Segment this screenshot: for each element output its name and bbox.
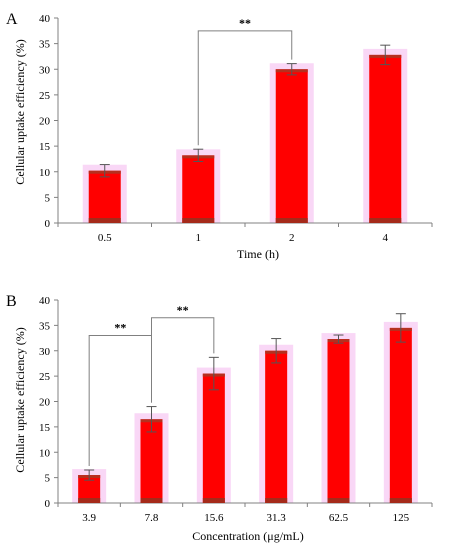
panel-b-x-axis-label: Concentration (μg/mL) (192, 529, 303, 543)
panel-a-glow-layer (82, 48, 408, 224)
bar-base (202, 498, 225, 503)
panel-a-x-ticks: 0.5 1 2 4 (57, 223, 433, 244)
significance-label: ** (114, 321, 126, 335)
x-tick-label: 125 (393, 512, 410, 524)
y-tick-label: 40 (39, 295, 51, 307)
significance-label: ** (177, 303, 189, 317)
panel-b-error-bars (84, 313, 406, 481)
bar (78, 475, 101, 503)
significance-bracket (151, 317, 215, 403)
x-tick-label: 31.3 (267, 512, 287, 524)
significance-bracket (197, 30, 293, 146)
bar-base (78, 498, 101, 503)
y-tick-label: 25 (39, 90, 51, 102)
bar-base (88, 218, 121, 223)
y-tick-label: 15 (39, 141, 51, 153)
y-tick-label: 35 (39, 39, 51, 51)
x-tick-label: 7.8 (145, 512, 159, 524)
y-tick-label: 5 (45, 192, 51, 204)
significance-label: ** (239, 16, 251, 30)
x-tick-label: 62.5 (329, 512, 349, 524)
bar-base (182, 218, 215, 223)
x-tick-label: 1 (196, 232, 202, 244)
bar (275, 69, 308, 223)
y-tick-label: 35 (39, 320, 51, 332)
panel-a-x-axis-label: Time (h) (237, 247, 279, 261)
bar-base (327, 498, 350, 503)
y-tick-label: 40 (39, 13, 51, 25)
y-tick-label: 10 (39, 447, 51, 459)
bar-base (275, 218, 308, 223)
panel-a-y-axis-label: Cellular uptake efficiency (%) (13, 39, 27, 184)
panel-b-x-ticks: 3.9 7.8 15.6 31.3 62.5 125 (57, 503, 433, 524)
y-tick-label: 0 (45, 498, 51, 510)
bar (265, 350, 288, 503)
bar-base (265, 498, 288, 503)
y-tick-label: 0 (45, 218, 51, 230)
panel-b-significance: ** ** (88, 303, 215, 467)
x-tick-label: 0.5 (98, 232, 112, 244)
bar-base (140, 498, 163, 503)
y-tick-label: 15 (39, 422, 51, 434)
x-tick-label: 2 (289, 232, 295, 244)
panel-b-y-ticks: 0 5 10 15 20 25 30 35 40 (39, 295, 58, 510)
x-tick-label: 3.9 (82, 512, 96, 524)
y-tick-label: 20 (39, 116, 51, 128)
bar (369, 54, 402, 224)
y-tick-label: 25 (39, 371, 51, 383)
bar (202, 373, 225, 503)
panel-a-label: A (6, 11, 18, 28)
panel-b-label: B (6, 293, 17, 310)
panel-a-significance: ** (197, 16, 293, 146)
panel-b-y-axis-label: Cellular uptake efficiency (%) (13, 327, 27, 472)
panel-a-chart: A Cellular uptake efficiency (%) Time (h… (6, 11, 433, 261)
panel-a-bars (88, 54, 402, 224)
y-tick-label: 30 (39, 64, 51, 76)
bar-base (389, 498, 412, 503)
bar (140, 419, 163, 503)
panel-b-bars (78, 327, 412, 503)
y-tick-label: 30 (39, 346, 51, 358)
x-tick-label: 4 (383, 232, 389, 244)
y-tick-label: 5 (45, 473, 51, 485)
bar (88, 170, 121, 223)
panel-b-chart: B Cellular uptake efficiency (%) Concent… (6, 293, 433, 543)
bar (389, 327, 412, 503)
panel-a-error-bars (99, 44, 391, 178)
y-tick-label: 10 (39, 167, 51, 179)
panel-a-y-ticks: 0 5 10 15 20 25 30 35 40 (39, 13, 58, 230)
y-tick-label: 20 (39, 397, 51, 409)
panel-b-glow-layer (72, 321, 418, 503)
bar (327, 339, 350, 503)
bar-base (369, 218, 402, 223)
x-tick-label: 15.6 (204, 512, 224, 524)
bar (182, 155, 215, 223)
